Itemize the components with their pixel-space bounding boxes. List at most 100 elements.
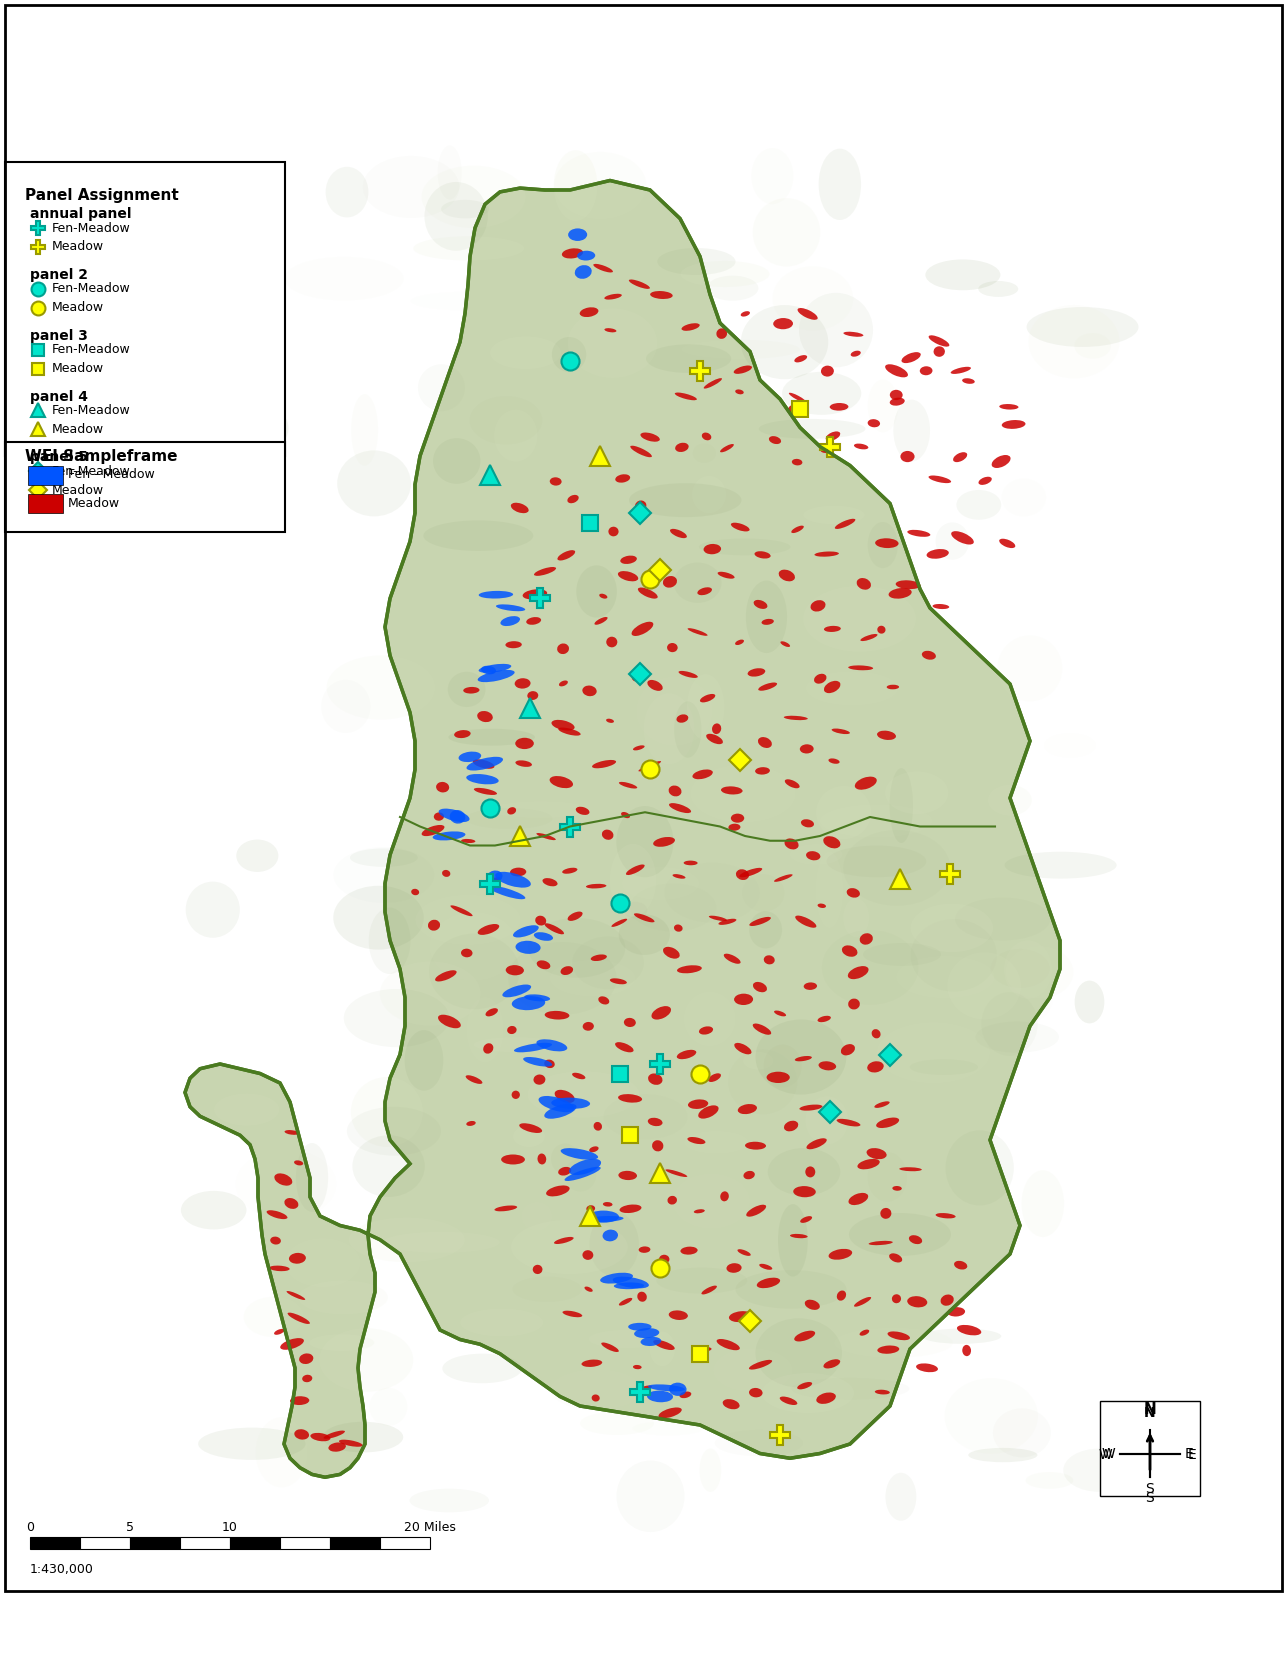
Ellipse shape [735,640,744,645]
Ellipse shape [1005,946,1073,998]
Ellipse shape [461,838,475,843]
Ellipse shape [353,1136,425,1198]
Ellipse shape [867,380,898,432]
Ellipse shape [806,852,820,860]
Ellipse shape [214,1094,279,1126]
Ellipse shape [855,1297,871,1307]
Ellipse shape [616,806,673,877]
Ellipse shape [634,501,646,511]
Ellipse shape [656,1268,748,1294]
Ellipse shape [784,1121,798,1131]
Ellipse shape [851,351,861,356]
Ellipse shape [867,1062,884,1072]
Ellipse shape [746,581,788,654]
Ellipse shape [699,539,790,556]
Ellipse shape [602,1201,613,1206]
Ellipse shape [534,566,556,576]
Ellipse shape [712,724,721,734]
Ellipse shape [494,410,538,462]
Ellipse shape [557,549,575,561]
Ellipse shape [842,946,857,958]
Ellipse shape [610,978,627,984]
Ellipse shape [565,1168,601,1181]
Ellipse shape [368,907,411,974]
Ellipse shape [284,1198,299,1210]
Ellipse shape [274,1173,292,1186]
Ellipse shape [474,1037,557,1052]
Ellipse shape [941,1295,954,1305]
Ellipse shape [921,1329,1001,1344]
Ellipse shape [443,1354,523,1383]
Ellipse shape [449,810,466,823]
Ellipse shape [575,806,589,815]
Text: Meadow: Meadow [51,484,104,497]
Ellipse shape [773,318,793,329]
Ellipse shape [507,806,516,815]
Ellipse shape [701,432,712,440]
Ellipse shape [819,148,861,220]
Ellipse shape [506,964,524,976]
Ellipse shape [649,1384,685,1391]
Ellipse shape [780,642,790,647]
Ellipse shape [811,600,825,612]
Ellipse shape [763,956,775,964]
Ellipse shape [736,869,749,880]
Ellipse shape [867,522,898,568]
Ellipse shape [691,764,795,822]
Ellipse shape [479,591,514,598]
Ellipse shape [584,1287,593,1292]
Ellipse shape [737,1250,750,1257]
Ellipse shape [815,551,839,556]
Ellipse shape [806,672,898,706]
Ellipse shape [663,576,677,588]
Ellipse shape [749,917,771,926]
Ellipse shape [907,1297,928,1307]
Text: W: W [1098,1448,1112,1462]
Ellipse shape [687,674,725,741]
Ellipse shape [692,475,726,512]
Ellipse shape [929,336,950,346]
Ellipse shape [794,354,807,363]
Ellipse shape [1028,306,1120,378]
Ellipse shape [592,759,616,768]
Ellipse shape [515,761,532,766]
Ellipse shape [834,1327,952,1357]
Ellipse shape [553,150,597,222]
Ellipse shape [958,1326,981,1336]
Text: Fen-Meadow: Fen-Meadow [51,343,131,356]
Ellipse shape [524,1057,552,1067]
Ellipse shape [448,672,485,707]
Ellipse shape [624,1018,636,1026]
Ellipse shape [731,522,749,531]
Ellipse shape [676,444,689,452]
Ellipse shape [721,1191,728,1201]
Ellipse shape [602,1230,618,1242]
Ellipse shape [847,889,860,897]
Ellipse shape [708,1074,721,1082]
Ellipse shape [671,529,687,538]
Ellipse shape [1075,981,1104,1023]
Ellipse shape [773,874,793,882]
Ellipse shape [523,590,547,600]
Ellipse shape [638,588,658,598]
Ellipse shape [1063,1448,1134,1492]
Ellipse shape [544,1060,555,1068]
Ellipse shape [507,1026,516,1035]
Ellipse shape [880,1208,892,1218]
Ellipse shape [806,1097,848,1144]
Text: Panel Assignment: Panel Assignment [24,188,179,203]
Ellipse shape [901,353,920,363]
Ellipse shape [568,496,579,504]
Ellipse shape [824,1359,840,1369]
Ellipse shape [333,885,423,949]
Ellipse shape [721,444,734,452]
Ellipse shape [816,786,871,840]
Bar [80,1537,130,1549]
Ellipse shape [512,1090,520,1099]
Ellipse shape [208,402,288,455]
Ellipse shape [583,1250,593,1260]
Ellipse shape [633,746,645,751]
Ellipse shape [824,680,840,694]
Text: Meadow: Meadow [51,301,104,314]
Ellipse shape [820,445,833,454]
